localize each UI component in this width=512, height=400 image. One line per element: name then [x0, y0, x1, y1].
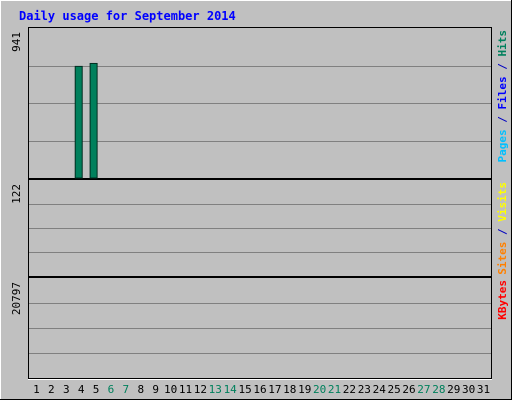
panel-traffic-axis-label: Pages / Files / Hits [496, 30, 509, 163]
panel-visits-scale-max: 122 [10, 184, 23, 204]
day-label-23: 23 [358, 383, 371, 396]
panel-visits-frame [28, 179, 492, 277]
panel-visits-axis-label: Sites / Visits [496, 182, 509, 275]
axis-label-part: Visits [496, 182, 509, 222]
axis-label-part: Hits [496, 30, 509, 57]
day-label-26: 26 [402, 383, 415, 396]
axis-label-part: / [496, 110, 509, 130]
axis-label-part: KBytes [496, 280, 509, 320]
bar-hits-day-4 [74, 65, 83, 179]
panel-traffic-scale-max: 941 [10, 32, 23, 52]
panel-kbytes-frame [28, 277, 492, 379]
day-label-11: 11 [179, 383, 192, 396]
day-label-2: 2 [48, 383, 55, 396]
day-label-5: 5 [93, 383, 100, 396]
day-label-10: 10 [164, 383, 177, 396]
day-label-13: 13 [209, 383, 222, 396]
day-label-29: 29 [447, 383, 460, 396]
day-label-12: 12 [194, 383, 207, 396]
chart-panels: 941 Pages / Files / Hits 122 Sites / Visits… [10, 27, 509, 380]
day-label-30: 30 [462, 383, 475, 396]
day-label-18: 18 [283, 383, 296, 396]
axis-label-part: / [496, 222, 509, 242]
day-label-3: 3 [63, 383, 70, 396]
axis-label-part: Files [496, 76, 509, 109]
day-label-19: 19 [298, 383, 311, 396]
panel-kbytes-axis-label: KBytes [496, 280, 509, 320]
day-label-8: 8 [137, 383, 144, 396]
panel-kbytes: 20797 KBytes [10, 277, 509, 380]
day-labels: 1 2 3 4 5 6 7 8 9 10 11 12 13 14 15 16 17 18 19 20 21 22 23 24 2… [33, 383, 490, 396]
day-label-17: 17 [268, 383, 281, 396]
day-label-20: 20 [313, 383, 326, 396]
day-label-27: 27 [417, 383, 430, 396]
day-label-25: 25 [388, 383, 401, 396]
day-label-7: 7 [123, 383, 130, 396]
series-hits [74, 62, 98, 179]
day-label-6: 6 [108, 383, 115, 396]
panel-kbytes-scale-max: 20797 [10, 282, 23, 315]
day-label-9: 9 [152, 383, 159, 396]
day-label-24: 24 [373, 383, 387, 396]
day-label-28: 28 [432, 383, 445, 396]
day-label-21: 21 [328, 383, 341, 396]
panel-traffic-frame [28, 27, 492, 179]
day-label-1: 1 [33, 383, 40, 396]
axis-label-part: Sites [496, 242, 509, 275]
day-label-22: 22 [343, 383, 356, 396]
day-label-4: 4 [78, 383, 85, 396]
day-label-31: 31 [477, 383, 490, 396]
bar-hits-day-5 [89, 62, 98, 179]
axis-label-part: Pages [496, 129, 509, 162]
day-label-14: 14 [224, 383, 238, 396]
axis-label-part: / [496, 57, 509, 77]
day-label-15: 15 [238, 383, 251, 396]
day-label-16: 16 [253, 383, 266, 396]
chart-title: Daily usage for September 2014 [19, 9, 236, 23]
